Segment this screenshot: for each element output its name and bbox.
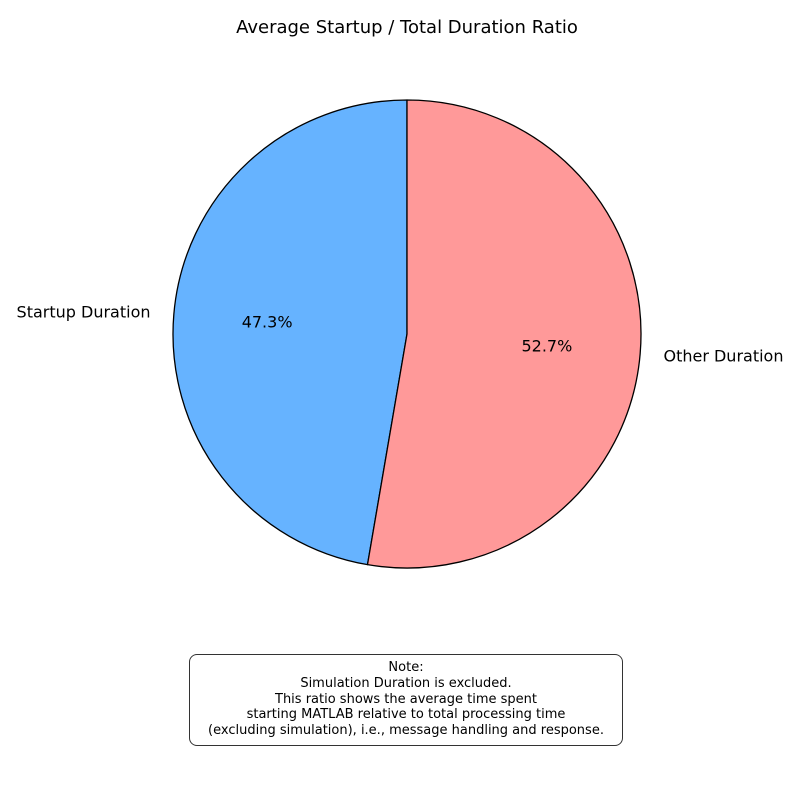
note-line: starting MATLAB relative to total proces… xyxy=(246,707,566,723)
pie-slice-other-duration xyxy=(366,99,642,569)
pie-labels: 47.3% Startup Duration 52.7% Other Duration xyxy=(17,303,784,366)
note-line: Simulation Duration is excluded. xyxy=(300,675,512,691)
chart-title: Average Startup / Total Duration Ratio xyxy=(236,17,578,38)
pie-slices xyxy=(172,99,642,569)
note-heading: Note: xyxy=(388,660,424,675)
note-box: Note: Simulation Duration is excluded. T… xyxy=(189,654,623,746)
note-line: (excluding simulation), i.e., message ha… xyxy=(208,723,604,739)
pie-percent-label: 47.3% xyxy=(242,313,293,332)
pie-category-label: Other Duration xyxy=(663,346,783,365)
pie-slice-startup-duration xyxy=(172,99,408,566)
pie-category-label: Startup Duration xyxy=(17,303,151,322)
note-line: This ratio shows the average time spent xyxy=(275,691,537,707)
pie-percent-label: 52.7% xyxy=(521,336,572,355)
